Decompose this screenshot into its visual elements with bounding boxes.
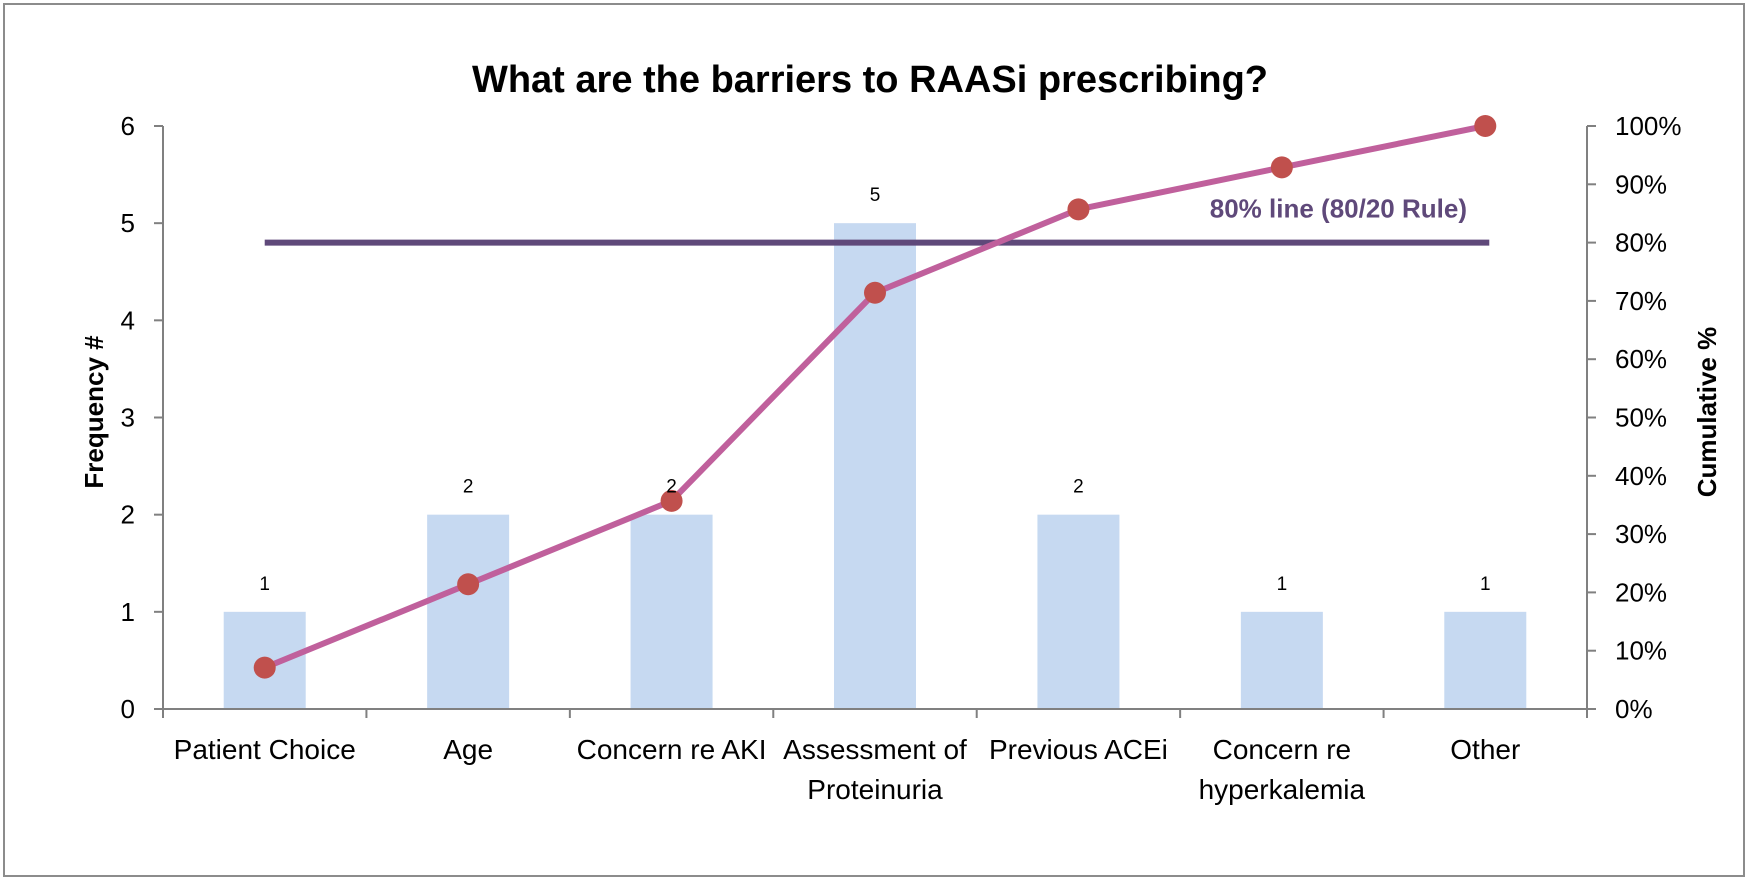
x-tick-label: Assessment of xyxy=(783,734,967,765)
bar xyxy=(427,514,510,709)
bar-series xyxy=(223,223,1527,709)
x-tick-label: Age xyxy=(443,734,493,765)
data-label: 5 xyxy=(870,185,881,206)
data-label: 1 xyxy=(259,574,270,595)
y-tick-label: 3 xyxy=(121,403,135,433)
cumulative-point xyxy=(457,573,480,596)
data-label: 1 xyxy=(1480,574,1491,595)
cumulative-point xyxy=(253,656,276,679)
axes xyxy=(154,125,1596,718)
y-axis-title: Frequency # xyxy=(79,335,109,489)
bar xyxy=(630,514,713,709)
reference-line-label: 80% line (80/20 Rule) xyxy=(1210,194,1467,224)
chart-title: What are the barriers to RAASi prescribi… xyxy=(472,59,1268,101)
chart-labels: 01234560%10%20%30%40%50%60%70%80%90%100%… xyxy=(121,111,1682,805)
y2-tick-label: 100% xyxy=(1615,111,1682,141)
y-tick-label: 1 xyxy=(121,597,135,627)
bar xyxy=(1240,611,1323,709)
x-tick-label: Proteinuria xyxy=(807,774,943,805)
cumulative-point xyxy=(1067,198,1090,221)
bar xyxy=(834,223,916,709)
y-tick-label: 5 xyxy=(121,208,135,238)
y-tick-label: 0 xyxy=(121,694,135,724)
y-tick-label: 2 xyxy=(121,500,135,530)
cumulative-point xyxy=(1270,156,1293,179)
y2-tick-label: 10% xyxy=(1615,636,1667,666)
data-label: 1 xyxy=(1277,574,1288,595)
cumulative-point xyxy=(660,489,683,512)
y2-tick-label: 50% xyxy=(1615,403,1667,433)
y2-tick-label: 30% xyxy=(1615,519,1667,549)
bar xyxy=(1444,611,1527,709)
y2-tick-label: 90% xyxy=(1615,169,1667,199)
y-tick-label: 6 xyxy=(121,111,135,141)
y2-tick-label: 70% xyxy=(1615,286,1667,316)
x-tick-label: Other xyxy=(1450,734,1520,765)
cumulative-point xyxy=(1474,115,1497,137)
x-tick-label: Patient Choice xyxy=(174,734,356,765)
y-tick-label: 4 xyxy=(121,305,135,335)
x-tick-label: Concern re AKI xyxy=(577,734,767,765)
bar xyxy=(1037,514,1120,709)
x-tick-label: Concern re xyxy=(1213,734,1352,765)
x-tick-label: Previous ACEi xyxy=(989,734,1168,765)
cumulative-series xyxy=(253,115,1497,679)
data-label: 2 xyxy=(1073,477,1084,498)
y2-tick-label: 0% xyxy=(1615,694,1653,724)
data-label: 2 xyxy=(666,477,677,498)
y2-tick-label: 40% xyxy=(1615,461,1667,491)
y2-tick-label: 20% xyxy=(1615,577,1667,607)
x-tick-label: hyperkalemia xyxy=(1199,774,1366,805)
y2-tick-label: 80% xyxy=(1615,228,1667,258)
y2-tick-label: 60% xyxy=(1615,344,1667,374)
data-label: 2 xyxy=(463,477,474,498)
cumulative-point xyxy=(864,281,886,304)
y2-axis-title: Cumulative % xyxy=(1692,327,1722,498)
